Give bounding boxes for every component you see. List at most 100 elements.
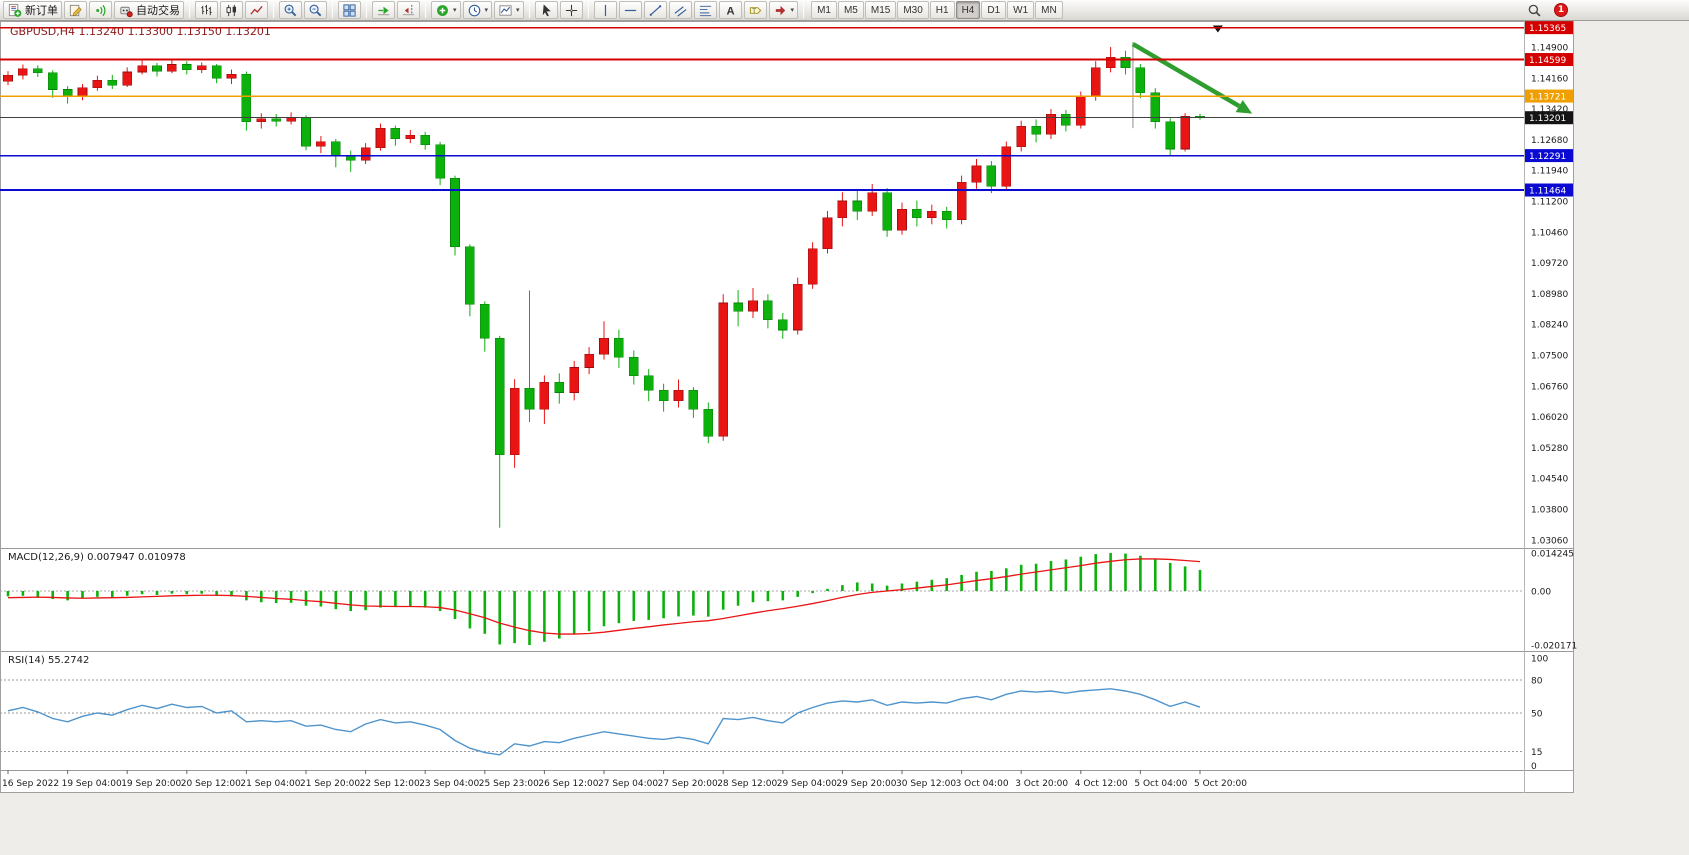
autotrading-button[interactable]: 自动交易 xyxy=(114,1,184,19)
timeframe-button-m30[interactable]: M30 xyxy=(897,1,929,19)
time-axis-label: 3 Oct 04:00 xyxy=(956,779,1009,789)
add-indicator-button[interactable]: ▾ xyxy=(431,1,461,19)
rsi-label: RSI(14) 55.2742 xyxy=(8,655,89,666)
autotrading-label: 自动交易 xyxy=(136,5,180,17)
macd-pane[interactable]: MACD(12,26,9) 0.007947 0.010978 xyxy=(0,552,1524,646)
time-axis-label: 19 Sep 20:00 xyxy=(121,779,181,789)
timeframe-button-h4[interactable]: H4 xyxy=(955,1,981,19)
tile-windows-button[interactable] xyxy=(338,1,361,19)
zoom-out-button[interactable] xyxy=(304,1,327,19)
new-order-button[interactable]: 新订单 xyxy=(3,1,62,19)
price-axis-label: 1.06760 xyxy=(1531,382,1568,392)
text-label-button[interactable]: T xyxy=(743,1,767,19)
line-chart-icon xyxy=(250,5,263,15)
crosshair-button[interactable] xyxy=(559,1,583,19)
timeframe-button-m1[interactable]: M1 xyxy=(811,1,837,19)
time-axis-label: 28 Sep 12:00 xyxy=(717,779,777,789)
time-axis[interactable]: 16 Sep 2022 19 Sep 04:00 19 Sep 20:00 20 Se… xyxy=(2,770,1247,789)
time-axis-label: 5 Oct 20:00 xyxy=(1194,779,1247,789)
cursor-button[interactable] xyxy=(534,1,558,19)
rsi-scale-label: 0 xyxy=(1531,762,1537,772)
arrows-button[interactable]: ▾ xyxy=(768,1,799,19)
macd-label: MACD(12,26,9) 0.007947 0.010978 xyxy=(8,552,186,563)
timeframe-button-mn[interactable]: MN xyxy=(1035,1,1063,19)
toolbar-separator xyxy=(366,2,367,18)
candlestick-chart-button[interactable] xyxy=(220,1,243,19)
chart-canvas[interactable]: GBPUSD,H4 1.13240 1.13300 1.13150 1.1320… xyxy=(0,21,1689,855)
timeframe-button-m5[interactable]: M5 xyxy=(837,1,864,19)
price-axis-label: 1.11940 xyxy=(1531,167,1568,177)
fibonacci-button[interactable] xyxy=(693,1,717,19)
main-price-pane[interactable] xyxy=(3,25,1253,528)
rsi-pane[interactable]: RSI(14) 55.2742 xyxy=(0,655,1524,756)
time-axis-label: 3 Oct 20:00 xyxy=(1015,779,1068,789)
text-icon: A xyxy=(726,5,734,17)
toolbar-right-group: 1 xyxy=(1523,1,1568,19)
zoom-in-icon xyxy=(284,4,297,16)
templates-button[interactable]: ▾ xyxy=(494,1,524,19)
trendline-button[interactable] xyxy=(643,1,667,19)
main-toolbar: 新订单 自动交易 ▾ ▾ ▾ xyxy=(0,0,1689,21)
svg-text:1.13201: 1.13201 xyxy=(1529,114,1566,124)
price-axis-label: 1.08980 xyxy=(1531,290,1568,300)
metaeditor-button[interactable] xyxy=(64,1,87,19)
rsi-scale-label: 80 xyxy=(1531,677,1543,687)
chart-workspace: GBPUSD,H4 1.13240 1.13300 1.13150 1.1320… xyxy=(0,21,1689,855)
price-line-tag: 1.13201 xyxy=(1525,111,1573,125)
search-icon xyxy=(1528,4,1541,17)
price-axis-label: 1.03800 xyxy=(1531,506,1568,516)
price-axis-label: 1.10460 xyxy=(1531,228,1568,238)
time-axis-label: 22 Sep 12:00 xyxy=(360,779,420,789)
line-chart-button[interactable] xyxy=(245,1,268,19)
bar-chart-button[interactable] xyxy=(195,1,218,19)
timeframe-button-d1[interactable]: D1 xyxy=(981,1,1007,19)
svg-text:T: T xyxy=(752,7,756,14)
price-axis[interactable]: 1.14900 1.14160 1.13420 1.12680 1.11940 1.112… xyxy=(1531,44,1568,547)
notification-badge[interactable]: 1 xyxy=(1554,3,1568,17)
svg-text:1.11464: 1.11464 xyxy=(1529,187,1566,197)
price-axis-label: 1.14900 xyxy=(1531,44,1568,54)
periods-button[interactable]: ▾ xyxy=(462,1,493,19)
price-axis-label: 1.08240 xyxy=(1531,321,1568,331)
rsi-line xyxy=(7,688,1201,756)
text-button[interactable]: A xyxy=(718,1,742,19)
timeframe-button-w1[interactable]: W1 xyxy=(1007,1,1035,19)
macd-scale-label: 0.00 xyxy=(1531,588,1551,598)
equidistant-channel-button[interactable] xyxy=(668,1,692,19)
svg-text:A: A xyxy=(726,5,734,17)
signals-button[interactable] xyxy=(89,1,112,19)
price-axis-label: 1.03060 xyxy=(1531,536,1568,546)
zoom-out-icon xyxy=(309,4,322,16)
horizontal-lines-layer xyxy=(0,26,1524,191)
toolbar-separator xyxy=(332,2,333,18)
vertical-line-button[interactable] xyxy=(593,1,617,19)
time-axis-label: 27 Sep 04:00 xyxy=(598,779,658,789)
templates-icon xyxy=(499,4,512,16)
text-label-icon: T xyxy=(749,6,761,14)
dropdown-caret-icon: ▾ xyxy=(516,6,520,14)
time-axis-label: 26 Sep 12:00 xyxy=(538,779,598,789)
autotrading-icon xyxy=(120,6,133,17)
time-axis-label: 25 Sep 23:00 xyxy=(479,779,539,789)
chart-shift-icon xyxy=(402,4,415,15)
timeframe-toolbar: M1 M5 M15 M30 H1 H4 D1 W1 MN xyxy=(811,1,1063,19)
time-axis-label: 5 Oct 04:00 xyxy=(1134,779,1187,789)
timeframe-button-h1[interactable]: H1 xyxy=(929,1,955,19)
fibonacci-retracement-icon xyxy=(699,5,711,16)
new-order-label: 新订单 xyxy=(25,5,58,17)
chart-shift-button[interactable] xyxy=(397,1,420,19)
metaeditor-icon xyxy=(69,4,82,16)
horizontal-line-button[interactable] xyxy=(618,1,642,19)
auto-scroll-button[interactable] xyxy=(372,1,395,19)
vertical-line-icon xyxy=(604,4,606,16)
candlestick-chart-icon xyxy=(226,4,236,16)
svg-text:1.14599: 1.14599 xyxy=(1529,56,1566,66)
rsi-scale-label: 15 xyxy=(1531,748,1542,758)
price-line-tag: 1.15365 xyxy=(1525,21,1573,35)
add-indicator-icon xyxy=(437,4,448,16)
timeframe-button-m15[interactable]: M15 xyxy=(864,1,897,19)
time-axis-label: 4 Oct 12:00 xyxy=(1075,779,1128,789)
search-button[interactable] xyxy=(1523,1,1546,19)
zoom-in-button[interactable] xyxy=(279,1,302,19)
macd-scale-label: 0.014245 xyxy=(1531,549,1574,559)
